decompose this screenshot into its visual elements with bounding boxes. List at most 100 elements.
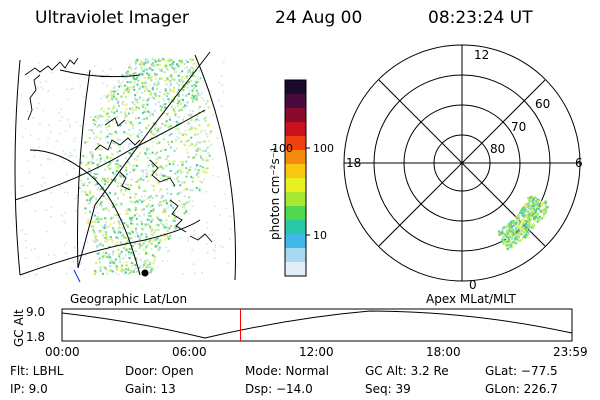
geo-pixel — [97, 212, 99, 214]
geo-pixel — [177, 128, 180, 131]
geo-pixel — [148, 240, 151, 243]
geo-pixel — [38, 146, 41, 148]
geo-pixel — [174, 225, 177, 228]
geo-pixel — [90, 171, 92, 174]
polar-pixel — [532, 201, 535, 204]
geo-pixel — [138, 121, 141, 124]
geo-pixel — [176, 63, 179, 66]
geo-pixel — [145, 116, 148, 119]
geo-pixel — [173, 71, 176, 74]
geo-pixel — [96, 117, 99, 119]
geo-pixel — [126, 86, 129, 88]
geo-pixel — [168, 59, 171, 62]
geo-pixel — [136, 243, 139, 246]
geo-pixel — [163, 234, 166, 237]
geo-pixel — [113, 111, 116, 114]
geo-pixel — [44, 189, 46, 192]
geo-pixel — [157, 156, 160, 158]
geo-pixel — [183, 206, 186, 209]
geo-pixel — [157, 80, 160, 83]
geo-pixel — [141, 174, 144, 177]
polar-pixel — [532, 205, 534, 207]
geo-pixel — [170, 75, 173, 78]
geo-pixel — [157, 203, 159, 205]
geo-pixel — [99, 230, 102, 232]
geo-pixel — [88, 167, 91, 170]
geo-pixel — [127, 91, 130, 94]
geo-pixel — [209, 145, 211, 147]
geo-pixel — [221, 105, 223, 107]
geo-pixel — [121, 264, 124, 267]
geo-pixel — [190, 89, 193, 92]
geo-pixel — [168, 235, 171, 238]
geo-pixel — [127, 231, 130, 234]
geo-pixel — [108, 254, 110, 257]
geo-pixel — [172, 163, 175, 166]
geo-pixel — [95, 136, 98, 139]
geo-pixel — [149, 170, 152, 173]
geo-pixel — [148, 211, 151, 214]
geo-pixel — [147, 173, 149, 175]
geo-pixel — [147, 67, 150, 70]
geo-pixel — [183, 189, 186, 192]
geo-pixel — [94, 269, 97, 272]
geo-pixel — [108, 163, 111, 166]
geo-pixel — [155, 161, 158, 164]
geo-pixel — [207, 124, 209, 127]
geo-pixel — [124, 254, 127, 256]
geo-pixel — [48, 268, 51, 271]
polar-pixel — [514, 237, 517, 240]
geo-pixel — [181, 61, 184, 64]
geo-pixel — [94, 177, 97, 180]
geo-pixel — [98, 270, 101, 273]
polar-diag-2 — [378, 79, 546, 247]
geo-pixel — [117, 93, 120, 95]
geo-pixel — [168, 58, 171, 61]
geo-pixel — [214, 205, 216, 208]
geo-pixel — [195, 84, 198, 87]
geo-pixel — [134, 267, 137, 270]
geo-pixel — [119, 82, 122, 85]
geo-pixel — [135, 257, 138, 259]
geo-pixel — [104, 160, 107, 163]
geo-pixel — [195, 127, 198, 130]
polar-pixel — [524, 210, 527, 213]
polar-pixel — [526, 225, 529, 228]
geo-pixel — [105, 197, 108, 200]
polar-pixel — [529, 216, 532, 219]
geo-pixel — [131, 245, 134, 247]
polar-pixel — [508, 227, 511, 230]
geo-pixel — [182, 273, 185, 275]
geo-pixel — [109, 161, 112, 164]
geo-pixel — [158, 77, 161, 80]
colorbar-tick-10: 10 — [313, 229, 327, 242]
geo-pixel — [127, 72, 130, 75]
geo-pixel — [185, 188, 188, 191]
geo-pixel — [100, 148, 103, 151]
geo-pixel — [138, 73, 141, 76]
geo-pixel — [92, 152, 94, 155]
geo-pixel — [86, 194, 89, 196]
geo-pixel — [221, 75, 223, 77]
geo-pixel — [73, 246, 76, 249]
geo-pixel — [153, 125, 155, 127]
colorbar-frame — [284, 79, 307, 277]
geo-pixel — [176, 102, 179, 105]
geo-pixel — [135, 217, 138, 220]
geo-pixel — [193, 75, 196, 78]
geo-pixel — [138, 145, 141, 148]
geo-pixel — [112, 158, 115, 160]
geo-pixel — [135, 66, 138, 69]
geo-pixel — [131, 149, 134, 152]
geo-pixel — [162, 200, 165, 203]
geo-pixel — [178, 122, 180, 125]
geo-pixel — [144, 259, 147, 262]
geo-pixel — [158, 239, 161, 242]
geo-pixel — [88, 190, 91, 193]
geo-pixel — [156, 248, 159, 251]
geo-pixel — [183, 212, 186, 215]
geo-pixel — [36, 107, 39, 110]
geo-pixel — [224, 193, 226, 196]
geo-pixel — [74, 137, 77, 139]
geo-pixel — [136, 101, 139, 104]
